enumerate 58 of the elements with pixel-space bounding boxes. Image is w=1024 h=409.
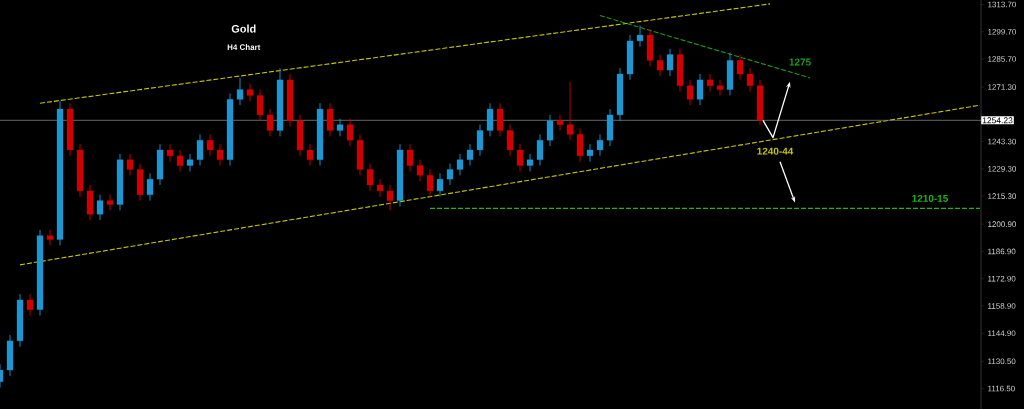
candlestick: [596, 133, 604, 157]
text: Gold: [231, 24, 256, 33]
candlestick: [196, 133, 204, 166]
candlestick: [536, 133, 544, 166]
candlestick: [636, 24, 644, 48]
candlestick: [496, 102, 504, 137]
candlestick: [446, 163, 454, 186]
candlestick: [246, 83, 254, 102]
candlestick: [306, 143, 314, 166]
ref-line-label: 1254.23: [982, 117, 1013, 124]
candlestick: [516, 143, 524, 172]
candlestick: [746, 67, 754, 92]
candlestick: [546, 114, 554, 147]
candlestick: [716, 79, 724, 96]
candlestick: [556, 114, 564, 131]
candlestick: [506, 124, 514, 157]
candlestick: [266, 108, 274, 137]
candlestick: [576, 128, 584, 163]
candlestick: [166, 143, 174, 163]
candlestick: [456, 153, 464, 176]
candlestick: [436, 172, 444, 198]
candlestick: [216, 143, 224, 166]
candlestick: [476, 124, 484, 157]
candlestick: [86, 184, 94, 221]
candlestick: [656, 54, 664, 77]
series-label: 1240-44: [757, 147, 794, 155]
candlestick: [736, 54, 744, 81]
candlestick: [386, 184, 394, 211]
candlestick: [666, 48, 674, 77]
candlestick: [206, 133, 214, 157]
series-label: 1275: [789, 58, 811, 66]
candlestick: [416, 159, 424, 182]
candlestick: [46, 229, 54, 246]
candlestick: [96, 194, 104, 221]
candlestick: [586, 143, 594, 163]
candlestick: [566, 81, 574, 141]
candlestick: [176, 149, 184, 172]
candlestick: [706, 73, 714, 92]
candlestick: [686, 79, 694, 106]
candlestick: [256, 89, 264, 122]
candlestick: [236, 77, 244, 106]
candlestick: [186, 153, 194, 172]
candlestick: [106, 194, 114, 211]
candlestick: [466, 143, 474, 166]
candlestick: [26, 293, 34, 316]
candlestick: [696, 73, 704, 106]
series-label: 1210-15: [912, 194, 949, 202]
candlestick: [326, 102, 334, 137]
candlestick: [486, 102, 494, 137]
candlestick: [376, 178, 384, 198]
candlestick: [146, 172, 154, 202]
candlestick: [406, 143, 414, 172]
candlestick: [366, 163, 374, 192]
candlestick: [426, 168, 434, 198]
candlestick: [346, 118, 354, 147]
candlestick: [336, 118, 344, 137]
candlestick: [526, 153, 534, 172]
candlestick: [126, 153, 134, 176]
